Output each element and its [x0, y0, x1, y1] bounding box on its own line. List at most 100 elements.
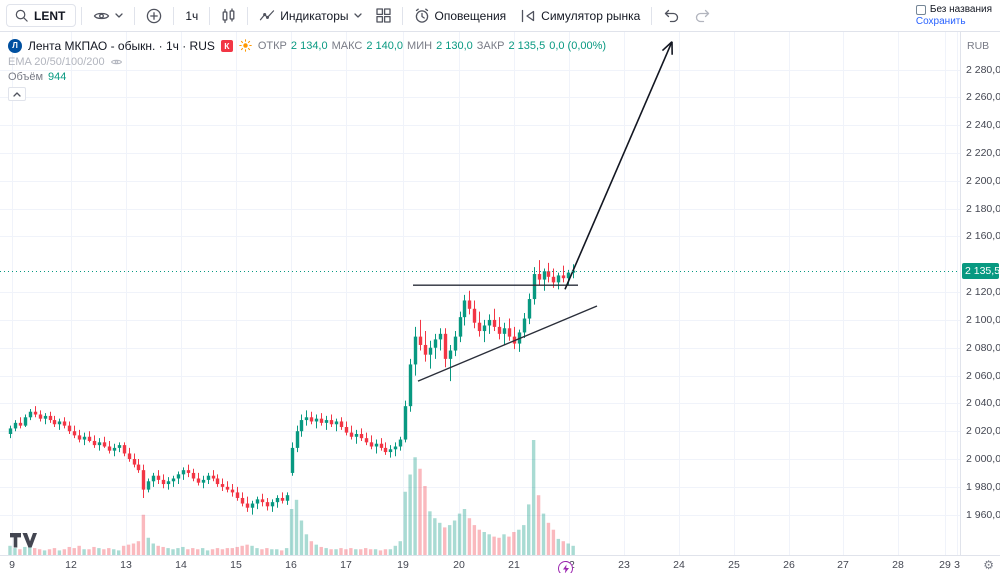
price-tick-label: 2 040,0: [966, 397, 1000, 410]
k-flag-icon: К: [220, 39, 233, 52]
toolbar-divider: [173, 6, 175, 25]
open-value: 2 134,0: [290, 39, 328, 52]
time-tick-label: 14: [175, 559, 187, 571]
sun-icon: [239, 39, 252, 52]
lightning-icon: [562, 564, 569, 573]
indicators-button[interactable]: Индикаторы: [253, 5, 367, 27]
search-icon: [15, 9, 28, 22]
time-tick-label: 13: [120, 559, 132, 571]
symbol-logo: Л: [8, 38, 22, 53]
layout-grid-button[interactable]: [370, 4, 397, 27]
time-tick-label: 3: [954, 559, 960, 571]
low-value: 2 130,0: [436, 39, 473, 52]
eye-icon: [94, 12, 110, 19]
time-tick-label: 21: [508, 559, 520, 571]
layout-checkbox-icon[interactable]: [915, 4, 926, 15]
toolbar-divider: [209, 6, 211, 25]
time-tick-label: 28: [892, 559, 904, 571]
redo-icon: [696, 9, 710, 23]
open-label: ОТКР: [257, 39, 287, 52]
toolbar-divider: [651, 6, 653, 25]
price-tick-label: 2 080,0: [966, 341, 1000, 354]
price-tick-label: 1 980,0: [966, 480, 1000, 493]
toolbar-divider: [247, 6, 249, 25]
plus-circle-icon: [147, 8, 162, 23]
time-tick-label: 23: [618, 559, 630, 571]
toolbar-divider: [401, 6, 403, 25]
chevron-down-icon: [353, 13, 362, 18]
volume-legend-value: 944: [48, 70, 67, 83]
layout-name-row[interactable]: Без названия: [915, 4, 992, 15]
currency-label: RUB: [967, 40, 990, 52]
compare-add-symbol-button[interactable]: [140, 4, 168, 28]
price-tick-label: 2 180,0: [966, 202, 1000, 215]
price-tick-label: 2 220,0: [966, 147, 1000, 159]
chevron-up-icon: [13, 91, 21, 97]
time-tick-label: 24: [673, 559, 685, 571]
symbol-ticker: LENT: [34, 8, 66, 23]
high-label: МАКС: [331, 39, 363, 52]
replay-icon: [522, 9, 535, 22]
alerts-button[interactable]: Оповещения: [408, 4, 513, 28]
high-value: 2 140,0: [366, 39, 404, 52]
time-tick-label: 20: [453, 559, 465, 571]
gear-icon[interactable]: ⚙: [983, 558, 994, 572]
volume-legend-label[interactable]: Объём: [8, 70, 44, 83]
chevron-down-icon: [115, 13, 123, 18]
tradingview-logo[interactable]: [10, 533, 37, 548]
interval-label: 1ч: [185, 8, 199, 23]
layout-grid-icon: [375, 8, 391, 23]
close-label: ЗАКР: [476, 39, 505, 52]
change-value: 0,0 (0,00%): [549, 39, 607, 52]
chart-pane[interactable]: [0, 32, 960, 555]
replay-label: Симулятор рынка: [541, 8, 641, 23]
indicators-label: Индикаторы: [280, 8, 349, 23]
price-tick-label: 1 960,0: [966, 508, 1000, 521]
price-axis[interactable]: RUB 2 280,0 2 260,0 2 240,0 2 220,0 2 200,0 2…: [960, 32, 1000, 555]
tv-logo-icon: [10, 533, 37, 548]
time-tick-label: 16: [285, 559, 297, 571]
candles-icon: [222, 7, 235, 23]
market-replay-button[interactable]: Симулятор рынка: [514, 5, 646, 27]
price-chart-canvas[interactable]: [0, 32, 960, 555]
last-price-badge: 2 135,5: [962, 262, 1000, 279]
time-tick-label: 27: [837, 559, 849, 571]
legend-title[interactable]: Лента МКПАО - обыкн. · 1ч · RUS: [28, 38, 215, 53]
legend-collapse-button[interactable]: [8, 87, 26, 101]
price-tick-label: 2 200,0: [966, 174, 1000, 187]
time-axis[interactable]: 912131415161719202122232425262728293 ⚙: [0, 555, 1000, 573]
time-tick-label: 29: [939, 559, 951, 571]
redo-button[interactable]: [688, 4, 717, 27]
price-tick-label: 2 000,0: [966, 453, 1000, 466]
low-label: МИН: [407, 39, 433, 52]
toolbar-divider: [81, 6, 83, 25]
layout-save-cluster: Без названия Сохранить: [915, 4, 994, 27]
time-tick-label: 17: [340, 559, 352, 571]
time-tick-label: 15: [230, 559, 242, 571]
price-tick-label: 2 020,0: [966, 425, 1000, 438]
price-tick-label: 2 120,0: [966, 286, 1000, 299]
time-tick-label: 26: [783, 559, 795, 571]
interval-button[interactable]: 1ч: [179, 5, 204, 27]
price-tick-label: 2 240,0: [966, 119, 1000, 132]
price-tick-label: 2 060,0: [966, 369, 1000, 382]
symbol-preview-button[interactable]: [87, 5, 129, 27]
time-tick-label: 19: [397, 559, 409, 571]
replay-marker[interactable]: [558, 561, 573, 573]
toolbar-divider: [134, 6, 136, 25]
time-tick-label: 25: [728, 559, 740, 571]
price-tick-label: 2 100,0: [966, 313, 1000, 326]
top-toolbar: LENT 1ч Индикаторы: [0, 0, 1000, 32]
undo-icon: [665, 9, 679, 23]
undo-button[interactable]: [657, 4, 686, 27]
eye-icon[interactable]: [110, 57, 123, 67]
indicators-icon: [260, 9, 275, 20]
alarm-clock-icon: [415, 8, 428, 23]
ema-legend-label[interactable]: EMA 20/50/100/200: [8, 55, 105, 68]
symbol-search-button[interactable]: LENT: [6, 4, 77, 27]
save-button[interactable]: Сохранить: [915, 16, 966, 27]
time-tick-label: 9: [9, 559, 15, 571]
time-tick-label: 12: [65, 559, 77, 571]
chart-type-button[interactable]: [215, 4, 242, 28]
price-tick-label: 2 160,0: [966, 230, 1000, 243]
